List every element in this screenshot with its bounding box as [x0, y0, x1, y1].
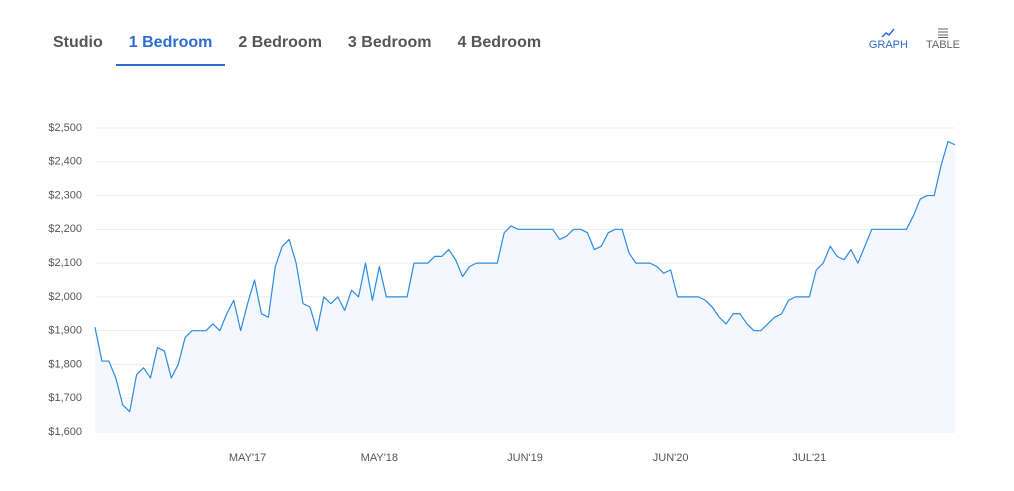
- y-tick-label: $2,300: [48, 189, 82, 201]
- graph-icon: [881, 28, 895, 38]
- y-tick-label: $1,700: [48, 392, 82, 404]
- tab[interactable]: 2 Bedroom: [238, 34, 322, 51]
- x-tick-label: JUL'21: [792, 452, 826, 464]
- area: [95, 141, 955, 432]
- tab[interactable]: 3 Bedroom: [347, 34, 432, 51]
- line: [94, 140, 956, 413]
- y-tick-label: $1,600: [48, 426, 82, 438]
- y-tick-label: $1,900: [48, 325, 82, 337]
- view-label: GRAPH: [868, 39, 908, 51]
- x-tick-label: JUN'19: [507, 452, 543, 464]
- view-label: TABLE: [925, 39, 960, 51]
- table-icon: [937, 28, 948, 38]
- view-toggle: GRAPH TABLE: [869, 28, 960, 51]
- y-tick-label: $2,200: [48, 223, 82, 235]
- tab-bar: Studio 1 Bedroom 2 Bedroom 3 Bedroom 4 Bedro…: [40, 26, 554, 66]
- tab[interactable]: 4 Bedroom: [457, 34, 542, 51]
- x-tick-label: MAY'17: [229, 452, 266, 464]
- view-button[interactable]: GRAPH: [869, 28, 908, 51]
- y-tick-label: $2,000: [48, 291, 82, 303]
- x-tick-label: JUN'20: [653, 452, 689, 464]
- y-tick-label: $2,500: [48, 122, 82, 134]
- y-tick-label: $2,100: [48, 257, 82, 269]
- y-tick-label: $1,800: [48, 358, 82, 370]
- tab[interactable]: Studio: [53, 34, 103, 51]
- tab[interactable]: 1 Bedroom: [115, 26, 226, 66]
- x-tick-label: MAY'18: [361, 452, 398, 464]
- view-button[interactable]: TABLE: [926, 28, 960, 51]
- y-tick-label: $2,400: [48, 156, 82, 168]
